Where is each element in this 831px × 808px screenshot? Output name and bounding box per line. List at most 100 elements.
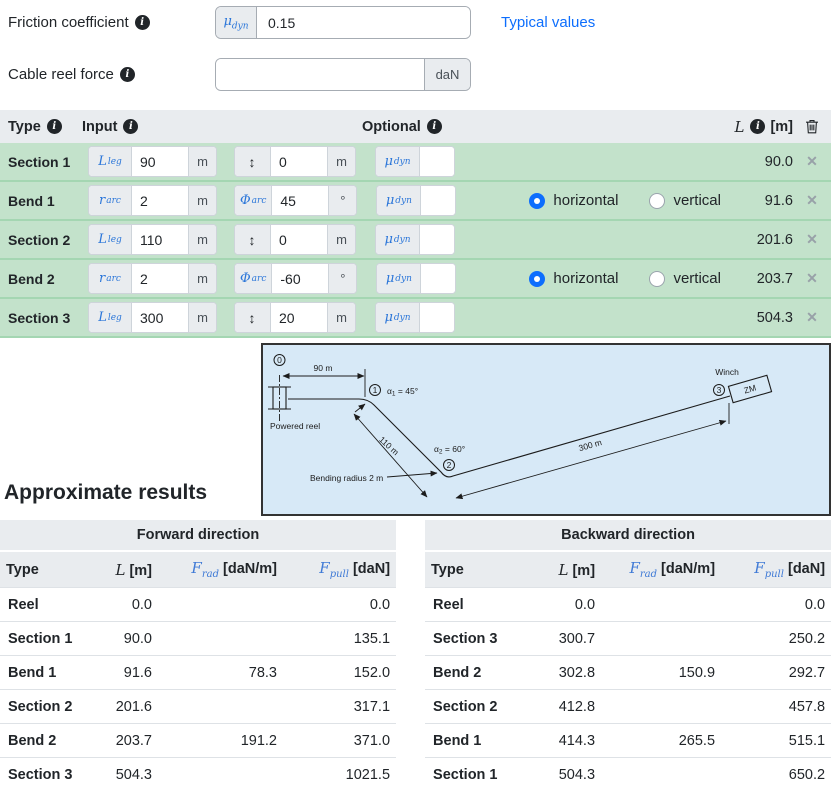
mu-dyn-override-input[interactable] — [421, 186, 456, 215]
typical-values-link[interactable]: Typical values — [501, 14, 596, 31]
mu-dyn-symbol: μdyn — [216, 7, 257, 38]
winch-label: Winch — [715, 367, 739, 377]
cable-reel-force-input[interactable] — [216, 59, 424, 90]
friction-coefficient-input[interactable] — [257, 7, 470, 38]
backward-direction-title: Backward direction — [425, 520, 831, 551]
height-difference-input[interactable] — [271, 147, 327, 176]
info-icon[interactable]: i — [119, 67, 135, 82]
arc-angle-input[interactable] — [272, 186, 329, 215]
header-length: L i [m] — [734, 117, 793, 136]
updown-arrow-icon: ↕ — [235, 303, 271, 332]
powered-reel-label: Powered reel — [270, 421, 320, 431]
dan-unit-suffix: daN — [424, 59, 470, 90]
backward-results-table: Backward direction Type L [m] Frad [daN/… — [425, 520, 831, 791]
node-0-marker — [273, 354, 286, 366]
cable-path — [288, 395, 731, 478]
height-difference-group: ↕ m — [234, 224, 356, 255]
meter-unit: m — [327, 147, 355, 176]
meter-unit: m — [188, 303, 216, 332]
forward-direction-title: Forward direction — [0, 520, 397, 551]
cable-reel-force-row: Cable reel force i daN — [8, 58, 831, 91]
svg-text:3: 3 — [717, 385, 722, 395]
alpha2-label: α2 = 60° — [434, 444, 465, 456]
mu-dyn-override-input[interactable] — [420, 303, 454, 332]
radio-horizontal[interactable]: horizontal — [529, 192, 618, 209]
results-heading: Approximate results — [4, 481, 208, 504]
leg-length-input[interactable] — [132, 225, 188, 254]
info-icon[interactable]: i — [750, 119, 766, 134]
bend-orientation-group: horizontal vertical — [529, 270, 752, 287]
info-icon[interactable]: i — [426, 119, 442, 134]
remove-row-button[interactable]: ✕ — [806, 153, 818, 169]
radio-horizontal[interactable]: horizontal — [529, 270, 618, 287]
table-row: Section 1 504.3 650.2 — [425, 757, 831, 791]
table-row: Section 2 412.8 457.8 — [425, 689, 831, 724]
trash-icon — [806, 120, 818, 134]
mu-dyn-override-group: μ dyn — [375, 224, 455, 255]
meter-unit: m — [327, 303, 355, 332]
table-row: Reel 0.0 0.0 — [425, 587, 831, 622]
info-icon[interactable]: i — [46, 119, 62, 134]
F-pull-symbol: Fpull — [754, 559, 784, 580]
table-row: Bend 2 203.7 191.2 371.0 — [0, 723, 397, 758]
leg-length-input[interactable] — [132, 147, 188, 176]
table-row: Bend 2 302.8 150.9 292.7 — [425, 655, 831, 690]
remove-row-button[interactable]: ✕ — [806, 231, 818, 247]
info-icon[interactable]: i — [123, 119, 139, 134]
radio-unselected-icon — [649, 192, 666, 209]
bend-orientation-group: horizontal vertical — [529, 192, 752, 209]
row-type-label: Bend 2 — [8, 270, 55, 287]
delete-all-rows-button[interactable] — [793, 119, 831, 134]
r-arc-symbol: r arc — [89, 264, 132, 293]
remove-row-button[interactable]: ✕ — [806, 192, 818, 208]
cable-reel-force-group: daN — [215, 58, 471, 91]
cumulative-length-value: 91.6 — [764, 192, 793, 209]
reel-symbol — [272, 386, 287, 410]
svg-text:0: 0 — [277, 355, 282, 365]
mu-dyn-override-input[interactable] — [420, 225, 454, 254]
alpha1-label: α1 = 45° — [387, 386, 418, 398]
mu-dyn-override-input[interactable] — [421, 264, 456, 293]
arc-radius-input[interactable] — [132, 264, 188, 293]
radio-selected-icon — [529, 192, 546, 209]
r-arc-symbol: r arc — [89, 186, 132, 215]
radio-selected-icon — [529, 270, 546, 287]
remove-row-button[interactable]: ✕ — [806, 309, 818, 325]
cable-reel-force-label: Cable reel force i — [8, 66, 215, 83]
height-difference-input[interactable] — [271, 303, 327, 332]
mu-dyn-override-group: μ dyn — [375, 146, 455, 177]
forward-results-table: Forward direction Type L [m] Frad [daN/m… — [0, 520, 397, 791]
header-optional: Optional i — [362, 119, 442, 135]
radio-vertical[interactable]: vertical — [649, 270, 721, 287]
height-difference-input[interactable] — [271, 225, 327, 254]
sections-table-header: Type i Input i Optional i L i [m] — [0, 110, 831, 143]
header-input: Input i — [82, 119, 362, 135]
L-symbol: L — [115, 560, 126, 579]
F-pull-symbol: Fpull — [319, 559, 349, 580]
arc-radius-input[interactable] — [132, 186, 188, 215]
leg-length-input[interactable] — [132, 303, 188, 332]
cumulative-length-value: 201.6 — [756, 231, 793, 248]
mu-dyn-override-input[interactable] — [420, 147, 454, 176]
table-row: Section 3 300.7 250.2 — [425, 621, 831, 656]
meter-unit: m — [188, 225, 216, 254]
row-type-label: Section 2 — [8, 231, 71, 248]
arc-angle-input[interactable] — [272, 264, 329, 293]
F-rad-symbol: Frad — [629, 559, 658, 580]
info-icon[interactable]: i — [134, 15, 150, 30]
backward-column-headers: Type L [m] Frad [daN/m] Fpull [daN] — [425, 550, 831, 588]
node-3-marker — [713, 384, 725, 396]
remove-row-button[interactable]: ✕ — [806, 270, 818, 286]
radio-vertical[interactable]: vertical — [649, 192, 721, 209]
friction-coefficient-row: Friction coefficient i μdyn Typical valu… — [8, 6, 831, 39]
